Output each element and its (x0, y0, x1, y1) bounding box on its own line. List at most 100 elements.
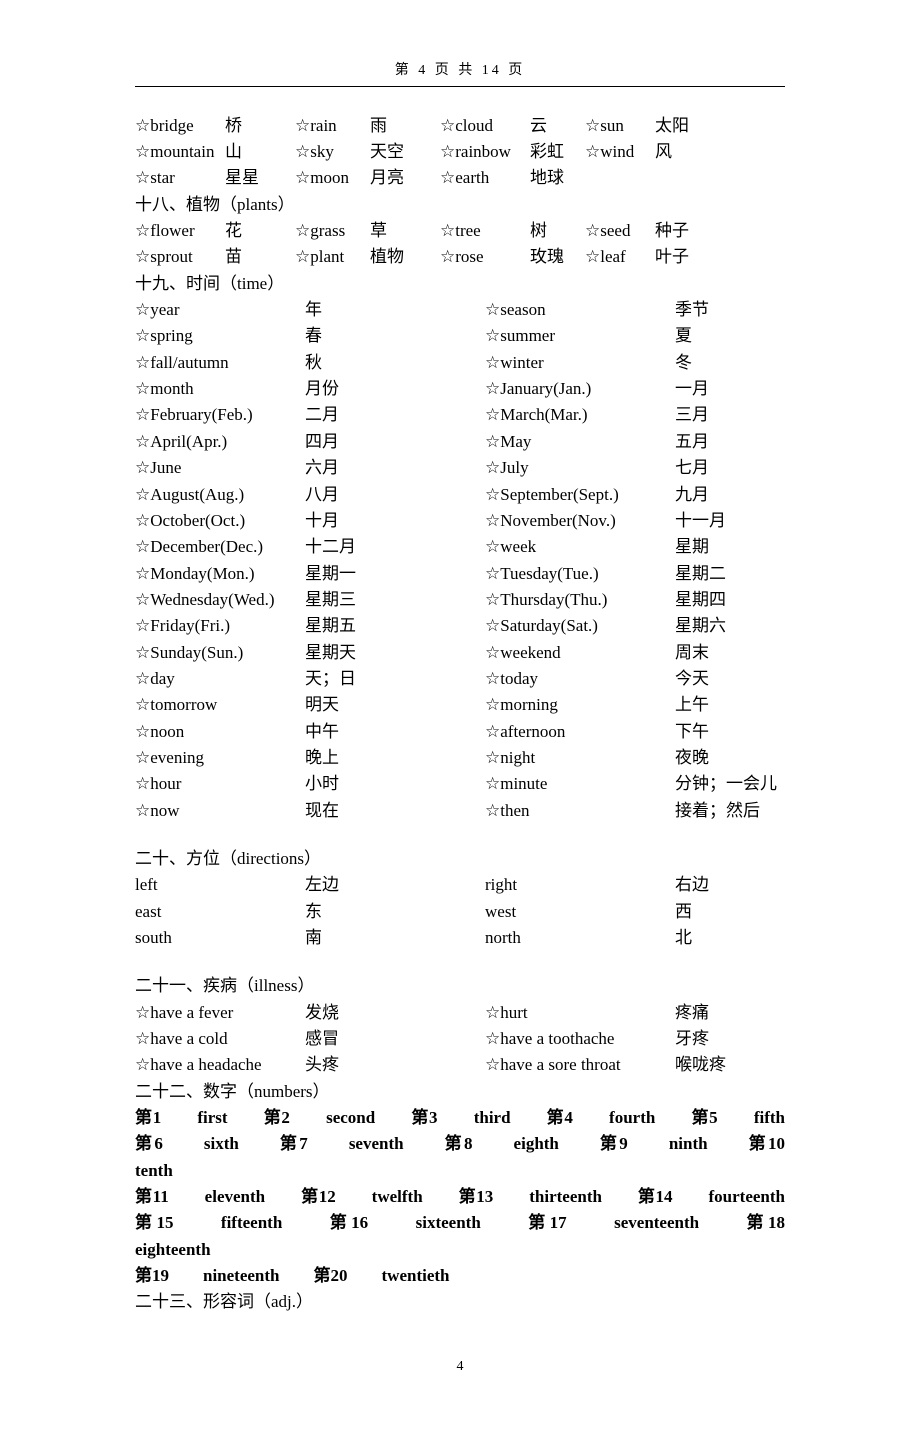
word-en: ☆rainbow (440, 139, 530, 165)
word-zh: 夜晚 (675, 745, 785, 771)
word-zh: 喉咙疼 (675, 1052, 785, 1078)
vocab-row: ☆Monday(Mon.)星期一☆Tuesday(Tue.)星期二 (135, 561, 785, 587)
word-en: ☆February(Feb.) (135, 402, 305, 428)
vocab-row: ☆month月份☆January(Jan.)一月 (135, 376, 785, 402)
word-zh: 分钟；一会儿 (675, 771, 785, 797)
vocab-row: ☆December(Dec.)十二月☆week星期 (135, 534, 785, 560)
nature-list: ☆bridge桥☆rain雨☆cloud云☆sun太阳☆mountain山☆sk… (135, 113, 785, 192)
word-zh: 星期三 (305, 587, 485, 613)
word-zh: 星期二 (675, 561, 785, 587)
word-en: ☆sky (295, 139, 370, 165)
word-zh: 雨 (370, 113, 440, 139)
word-zh: 中午 (305, 719, 485, 745)
spacer (135, 951, 785, 973)
word-en: ☆leaf (585, 244, 655, 270)
vocab-row: ☆sprout苗☆plant植物☆rose玫瑰☆leaf叶子 (135, 244, 785, 270)
word-zh: 感冒 (305, 1026, 485, 1052)
word-zh: 头疼 (305, 1052, 485, 1078)
section-21-title: 二十一、疾病（illness） (135, 973, 785, 999)
word-en: ☆afternoon (485, 719, 675, 745)
word-en: ☆tomorrow (135, 692, 305, 718)
vocab-row: ☆noon中午☆afternoon下午 (135, 719, 785, 745)
vocab-row: ☆bridge桥☆rain雨☆cloud云☆sun太阳 (135, 113, 785, 139)
word-en: ☆then (485, 798, 675, 824)
word-zh: 明天 (305, 692, 485, 718)
word-zh: 六月 (305, 455, 485, 481)
word-en: ☆sprout (135, 244, 225, 270)
word-en: ☆week (485, 534, 675, 560)
word-zh: 一月 (675, 376, 785, 402)
word-en: ☆May (485, 429, 675, 455)
vocab-row: ☆star星星☆moon月亮☆earth地球 (135, 165, 785, 191)
section-18-title: 十八、植物（plants） (135, 192, 785, 218)
word-en: left (135, 872, 305, 898)
vocab-row: ☆Wednesday(Wed.)星期三☆Thursday(Thu.)星期四 (135, 587, 785, 613)
word-zh: 年 (305, 297, 485, 323)
word-zh: 小时 (305, 771, 485, 797)
word-en: ☆moon (295, 165, 370, 191)
word-zh: 十月 (305, 508, 485, 534)
word-zh: 叶子 (655, 244, 689, 270)
vocab-row: ☆October(Oct.)十月☆November(Nov.)十一月 (135, 508, 785, 534)
word-en: ☆day (135, 666, 305, 692)
numbers-line: 第6 sixth 第7 seventh 第8 eighth 第9 ninth 第… (135, 1131, 785, 1184)
word-zh: 桥 (225, 113, 295, 139)
word-zh: 月份 (305, 376, 485, 402)
word-zh: 下午 (675, 719, 785, 745)
vocab-row: ☆have a cold感冒☆have a toothache牙疼 (135, 1026, 785, 1052)
word-zh: 晚上 (305, 745, 485, 771)
word-zh: 三月 (675, 402, 785, 428)
section-19-title: 十九、时间（time） (135, 271, 785, 297)
word-en: ☆grass (295, 218, 370, 244)
word-zh: 二月 (305, 402, 485, 428)
vocab-row: ☆fall/autumn秋☆winter冬 (135, 350, 785, 376)
word-zh: 右边 (675, 872, 785, 898)
word-en: ☆night (485, 745, 675, 771)
word-en: ☆spring (135, 323, 305, 349)
word-en: ☆have a sore throat (485, 1052, 675, 1078)
word-zh: 星期五 (305, 613, 485, 639)
word-zh: 接着；然后 (675, 798, 785, 824)
word-en: ☆seed (585, 218, 655, 244)
vocab-row: ☆hour小时☆minute分钟；一会儿 (135, 771, 785, 797)
vocab-row: ☆Sunday(Sun.)星期天☆weekend周末 (135, 640, 785, 666)
word-zh: 植物 (370, 244, 440, 270)
word-en: ☆morning (485, 692, 675, 718)
plants-list: ☆flower花☆grass草☆tree树☆seed种子☆sprout苗☆pla… (135, 218, 785, 271)
word-zh: 季节 (675, 297, 785, 323)
word-en: ☆hurt (485, 1000, 675, 1026)
word-en: ☆earth (440, 165, 530, 191)
word-en: ☆December(Dec.) (135, 534, 305, 560)
word-en: ☆fall/autumn (135, 350, 305, 376)
word-zh: 星期天 (305, 640, 485, 666)
word-zh: 五月 (675, 429, 785, 455)
word-zh: 周末 (675, 640, 785, 666)
word-en: ☆tree (440, 218, 530, 244)
word-en: ☆minute (485, 771, 675, 797)
vocab-row: ☆have a headache头疼☆have a sore throat喉咙疼 (135, 1052, 785, 1078)
word-zh: 发烧 (305, 1000, 485, 1026)
document-page: 第 4 页 共 14 页 ☆bridge桥☆rain雨☆cloud云☆sun太阳… (0, 0, 920, 1438)
word-zh: 牙疼 (675, 1026, 785, 1052)
word-en: ☆hour (135, 771, 305, 797)
word-en: ☆Tuesday(Tue.) (485, 561, 675, 587)
word-en: ☆Saturday(Sat.) (485, 613, 675, 639)
word-zh: 西 (675, 899, 785, 925)
vocab-row: ☆spring春☆summer夏 (135, 323, 785, 349)
word-zh: 山 (225, 139, 295, 165)
numbers-line: 第11 eleventh 第12 twelfth 第13 thirteenth … (135, 1184, 785, 1210)
word-zh: 冬 (675, 350, 785, 376)
word-zh: 云 (530, 113, 585, 139)
word-en: ☆rose (440, 244, 530, 270)
word-en: ☆November(Nov.) (485, 508, 675, 534)
vocab-row: ☆tomorrow明天☆morning上午 (135, 692, 785, 718)
vocab-row: ☆day天；日☆today今天 (135, 666, 785, 692)
section-20-title: 二十、方位（directions） (135, 846, 785, 872)
word-en: ☆Friday(Fri.) (135, 613, 305, 639)
word-en: ☆summer (485, 323, 675, 349)
word-en: ☆January(Jan.) (485, 376, 675, 402)
word-en: ☆September(Sept.) (485, 482, 675, 508)
vocab-row: ☆flower花☆grass草☆tree树☆seed种子 (135, 218, 785, 244)
word-en: ☆bridge (135, 113, 225, 139)
word-zh: 地球 (530, 165, 585, 191)
